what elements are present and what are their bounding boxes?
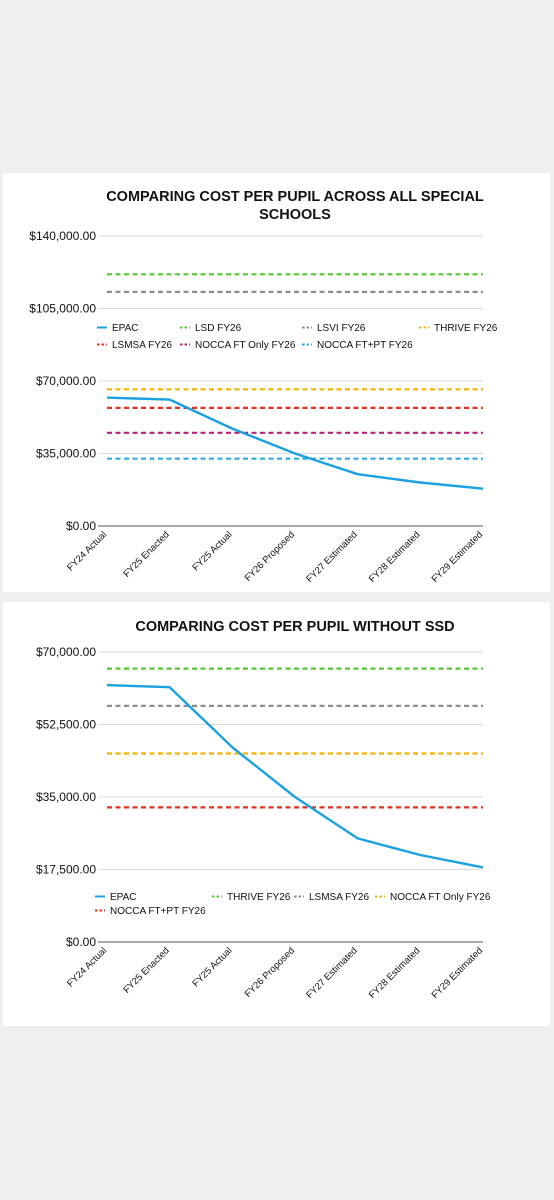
- x-tick-label: FY28 Estimated: [367, 529, 423, 585]
- chart-panel-all-special-schools: COMPARING COST PER PUPIL ACROSS ALL SPEC…: [3, 173, 550, 592]
- x-tick-label: FY25 Actual: [190, 529, 234, 573]
- x-tick-label: FY28 Estimated: [367, 945, 423, 1001]
- legend-label: NOCCA FT+PT FY26: [110, 906, 206, 917]
- legend-item: NOCCA FT+PT FY26: [302, 340, 413, 351]
- legend-label: THRIVE FY26: [227, 892, 291, 903]
- x-tick-label: FY25 Enacted: [121, 945, 171, 995]
- y-tick-label: $70,000.00: [36, 374, 96, 388]
- legend-label: THRIVE FY26: [434, 323, 498, 334]
- chart-without-ssd: COMPARING COST PER PUPIL WITHOUT SSD $70,…: [36, 619, 491, 1001]
- y-tick-label: $17,500.00: [36, 863, 96, 877]
- series-line: [106, 683, 484, 869]
- legend-label: NOCCA FT Only FY26: [195, 340, 296, 351]
- legend-item: NOCCA FT Only FY26: [375, 892, 491, 903]
- y-tick-label: $35,000.00: [36, 790, 96, 804]
- x-tick-label: FY29 Estimated: [430, 529, 486, 585]
- legend-item: LSMSA FY26: [97, 340, 172, 351]
- y-tick-label: $52,500.00: [36, 718, 96, 732]
- y-tick-label: $105,000.00: [29, 302, 96, 316]
- x-tick-label: FY26 Proposed: [243, 945, 297, 999]
- x-tick-label: FY25 Enacted: [121, 529, 171, 579]
- legend-item: NOCCA FT+PT FY26: [95, 906, 206, 917]
- chart-title: COMPARING COST PER PUPIL ACROSS ALL SPEC…: [106, 189, 484, 205]
- legend-label: EPAC: [110, 892, 137, 903]
- legend-item: LSD FY26: [180, 323, 242, 334]
- x-tick-label: FY25 Actual: [190, 945, 234, 989]
- series-line: [106, 396, 484, 490]
- legend-item: EPAC: [95, 892, 137, 903]
- legend-item: EPAC: [97, 323, 139, 334]
- y-tick-label: $35,000.00: [36, 447, 96, 461]
- legend-item: LSVI FY26: [302, 323, 366, 334]
- x-tick-label: FY26 Proposed: [243, 529, 297, 583]
- legend-label: NOCCA FT Only FY26: [390, 892, 491, 903]
- x-tick-label: FY27 Estimated: [304, 945, 360, 1001]
- y-tick-label: $0.00: [66, 519, 96, 533]
- x-tick-label: FY29 Estimated: [430, 945, 486, 1001]
- y-tick-label: $70,000.00: [36, 645, 96, 659]
- chart-panel-without-ssd: COMPARING COST PER PUPIL WITHOUT SSD $70,…: [3, 602, 550, 1026]
- y-tick-label: $140,000.00: [29, 229, 96, 243]
- legend-label: EPAC: [112, 323, 139, 334]
- legend-item: NOCCA FT Only FY26: [180, 340, 296, 351]
- legend-item: THRIVE FY26: [419, 323, 498, 334]
- x-tick-label: FY27 Estimated: [304, 529, 360, 585]
- legend-label: LSD FY26: [195, 323, 242, 334]
- legend-item: LSMSA FY26: [294, 892, 369, 903]
- x-tick-label: FY24 Actual: [65, 945, 109, 989]
- legend-label: LSMSA FY26: [309, 892, 369, 903]
- chart-title: COMPARING COST PER PUPIL WITHOUT SSD: [135, 619, 454, 635]
- y-tick-label: $0.00: [66, 935, 96, 949]
- legend-label: LSMSA FY26: [112, 340, 172, 351]
- chart-all-special-schools: COMPARING COST PER PUPIL ACROSS ALL SPEC…: [29, 189, 498, 585]
- x-tick-label: FY24 Actual: [65, 529, 109, 573]
- chart-title: SCHOOLS: [259, 207, 331, 223]
- legend-label: NOCCA FT+PT FY26: [317, 340, 413, 351]
- legend-label: LSVI FY26: [317, 323, 366, 334]
- legend-item: THRIVE FY26: [212, 892, 291, 903]
